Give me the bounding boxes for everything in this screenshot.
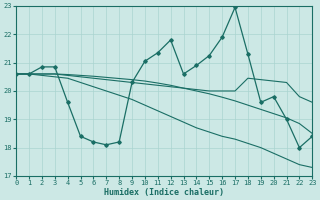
X-axis label: Humidex (Indice chaleur): Humidex (Indice chaleur) [104, 188, 224, 197]
